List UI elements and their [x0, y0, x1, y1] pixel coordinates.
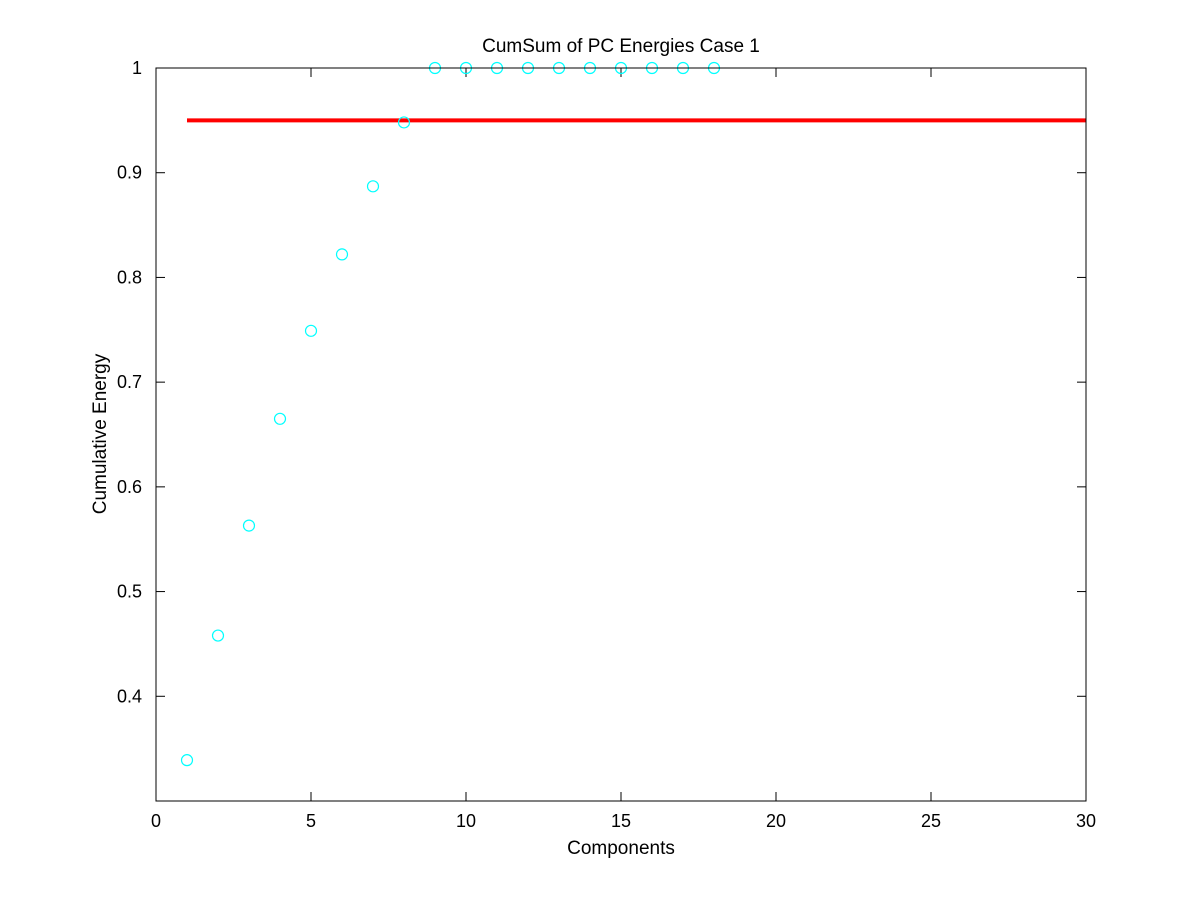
y-tick-label: 0.6	[117, 477, 142, 497]
x-tick-label: 10	[456, 811, 476, 831]
tick-labels: 0 5 10 15 20 25 30 0.4 0.5 0.6 0.7 0.8 0.9 1	[117, 58, 1096, 831]
scatter-point	[304, 324, 318, 337]
scatter-point	[366, 180, 380, 193]
x-axis-label: Components	[567, 838, 675, 859]
y-tick-label: 0.9	[117, 163, 142, 183]
y-tick-label: 0.8	[117, 267, 142, 287]
x-tick-label: 5	[306, 811, 316, 831]
x-tick-label: 30	[1076, 811, 1096, 831]
y-tick-label: 0.5	[117, 582, 142, 602]
y-tick-label: 0.4	[117, 686, 142, 706]
scatter-point	[242, 519, 256, 532]
scatter-point	[335, 248, 349, 261]
y-tick-label: 1	[132, 58, 142, 78]
x-tick-label: 20	[766, 811, 786, 831]
scatter-point	[397, 116, 411, 129]
x-tick-label: 0	[151, 811, 161, 831]
x-tick-label: 15	[611, 811, 631, 831]
scatter-point	[180, 754, 194, 767]
x-tick-label: 25	[921, 811, 941, 831]
plot-frame	[155, 67, 1087, 802]
y-tick-label: 0.7	[117, 372, 142, 392]
plot-background	[156, 68, 1086, 801]
scatter-point	[211, 629, 225, 642]
chart-title: CumSum of PC Energies Case 1	[482, 36, 760, 57]
scatter-point	[273, 412, 287, 425]
y-axis-label: Cumulative Energy	[90, 353, 111, 514]
